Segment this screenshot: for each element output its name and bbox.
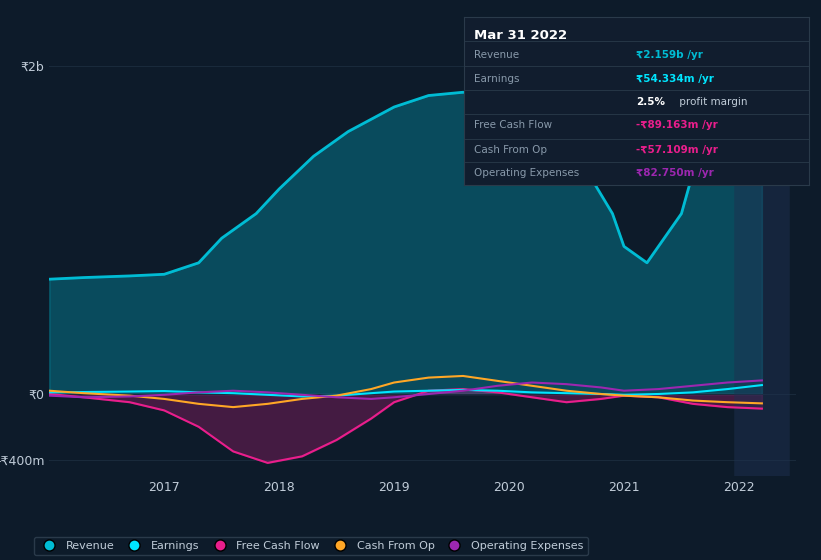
Text: -₹57.109m /yr: -₹57.109m /yr: [636, 144, 718, 155]
Text: ₹82.750m /yr: ₹82.750m /yr: [636, 168, 714, 178]
Text: Free Cash Flow: Free Cash Flow: [475, 120, 553, 130]
Text: Revenue: Revenue: [475, 50, 520, 59]
Text: Mar 31 2022: Mar 31 2022: [475, 29, 567, 41]
Text: -₹89.163m /yr: -₹89.163m /yr: [636, 120, 718, 130]
Text: profit margin: profit margin: [676, 97, 747, 106]
Text: ₹54.334m /yr: ₹54.334m /yr: [636, 74, 714, 84]
Text: 2.5%: 2.5%: [636, 97, 665, 106]
Text: ₹2.159b /yr: ₹2.159b /yr: [636, 50, 703, 59]
Legend: Revenue, Earnings, Free Cash Flow, Cash From Op, Operating Expenses: Revenue, Earnings, Free Cash Flow, Cash …: [34, 536, 588, 556]
Text: Earnings: Earnings: [475, 74, 520, 84]
Text: Cash From Op: Cash From Op: [475, 144, 548, 155]
Text: Operating Expenses: Operating Expenses: [475, 168, 580, 178]
